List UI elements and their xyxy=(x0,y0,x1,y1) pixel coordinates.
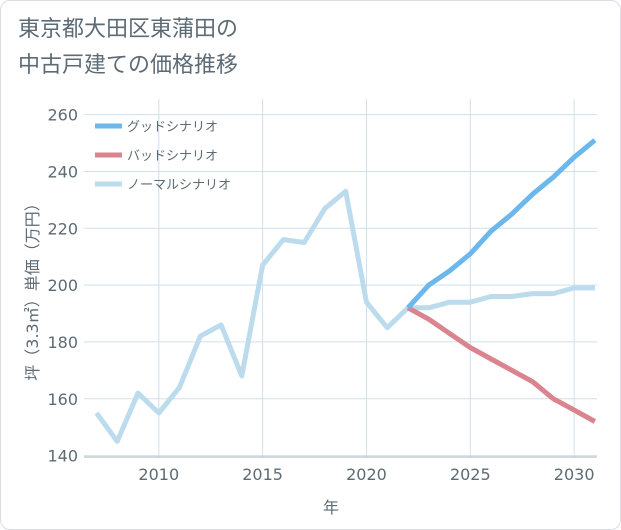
legend-label: ノーマルシナリオ xyxy=(127,178,231,193)
x-tick-label: 2010 xyxy=(138,465,179,484)
y-tick-label: 180 xyxy=(47,333,78,352)
y-tick-label: 260 xyxy=(47,106,78,125)
tick-labels: 140 160 180 200 220 240 260 2010 2015 2020 2025 203… xyxy=(47,106,594,484)
series-line-0 xyxy=(406,138,597,310)
chart-title: 東京都大田区東蒲田の 中古戸建ての価格推移 xyxy=(18,12,438,84)
grid-lines xyxy=(84,99,597,457)
series-line-2 xyxy=(94,188,595,444)
chart-title-line-2: 中古戸建ての価格推移 xyxy=(18,53,239,78)
x-tick-label: 2015 xyxy=(242,465,283,484)
y-tick-label: 140 xyxy=(47,447,78,466)
legend-label: グッドシナリオ xyxy=(127,120,218,135)
y-tick-label: 220 xyxy=(47,219,78,238)
x-axis-label: 年 xyxy=(323,498,339,517)
chart-title-line-1: 東京都大田区東蒲田の xyxy=(18,17,239,42)
y-tick-label: 200 xyxy=(47,276,78,295)
series-lines xyxy=(94,138,597,444)
y-tick-label: 240 xyxy=(47,162,78,181)
x-tick-label: 2025 xyxy=(450,465,491,484)
x-tick-label: 2030 xyxy=(554,465,595,484)
y-tick-label: 160 xyxy=(47,390,78,409)
series-line-1 xyxy=(406,305,597,424)
legend-label: バッドシナリオ xyxy=(127,149,218,164)
y-axis-label: 坪（3.3㎡）単価（万円） xyxy=(23,195,42,380)
x-tick-label: 2020 xyxy=(346,465,387,484)
